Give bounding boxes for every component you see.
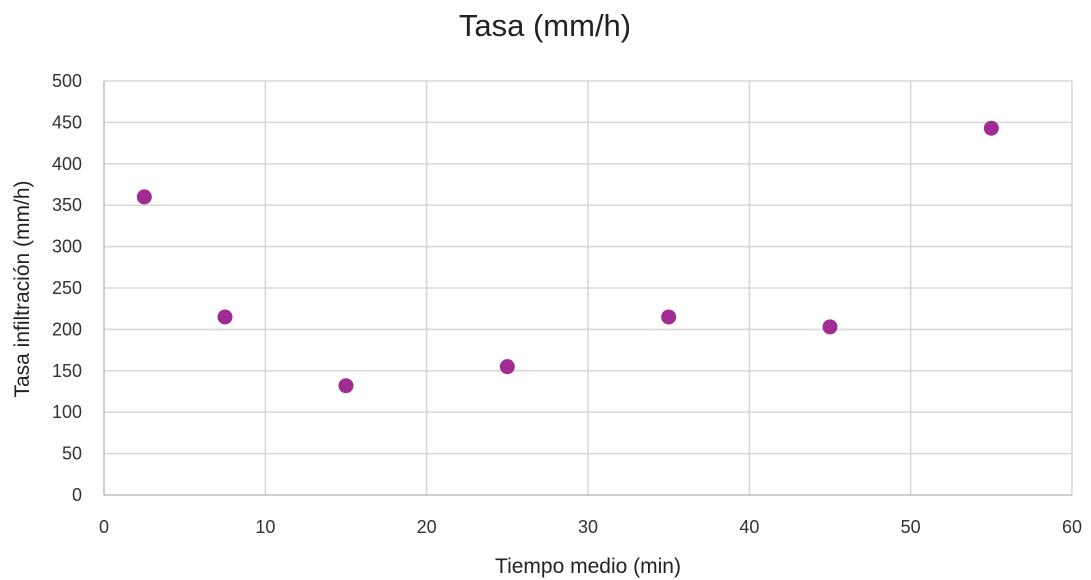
data-point	[338, 378, 354, 394]
x-tick-label: 20	[417, 517, 437, 537]
data-point	[822, 319, 838, 335]
data-point	[499, 359, 515, 375]
data-points	[136, 120, 999, 394]
y-tick-label: 400	[52, 154, 82, 174]
axes	[103, 81, 1072, 496]
y-tick-label: 350	[52, 195, 82, 215]
y-axis-title: Tasa infiltración (mm/h)	[11, 180, 34, 397]
tick-labels: 0 50 100 150 200 250 300 350 400 450 500 0 10 20 30 40 5…	[52, 71, 1082, 537]
x-tick-label: 10	[255, 517, 275, 537]
data-point	[217, 309, 233, 325]
data-point	[661, 309, 677, 325]
y-tick-label: 250	[52, 278, 82, 298]
x-tick-label: 30	[578, 517, 598, 537]
y-tick-label: 500	[52, 71, 82, 91]
gridlines	[104, 80, 1073, 495]
y-tick-label: 450	[52, 112, 82, 132]
x-axis-title: Tiempo medio (min)	[495, 555, 681, 578]
x-tick-label: 40	[739, 517, 759, 537]
y-tick-label: 100	[52, 402, 82, 422]
y-tick-label: 200	[52, 319, 82, 339]
y-tick-label: 300	[52, 237, 82, 257]
y-tick-label: 150	[52, 361, 82, 381]
x-tick-label: 60	[1062, 517, 1082, 537]
y-tick-label: 0	[72, 485, 82, 505]
data-point	[983, 120, 999, 136]
y-tick-label: 50	[62, 444, 82, 464]
chart-title: Tasa (mm/h)	[459, 8, 631, 43]
x-tick-label: 50	[901, 517, 921, 537]
x-tick-label: 0	[99, 517, 109, 537]
data-point	[136, 189, 152, 205]
